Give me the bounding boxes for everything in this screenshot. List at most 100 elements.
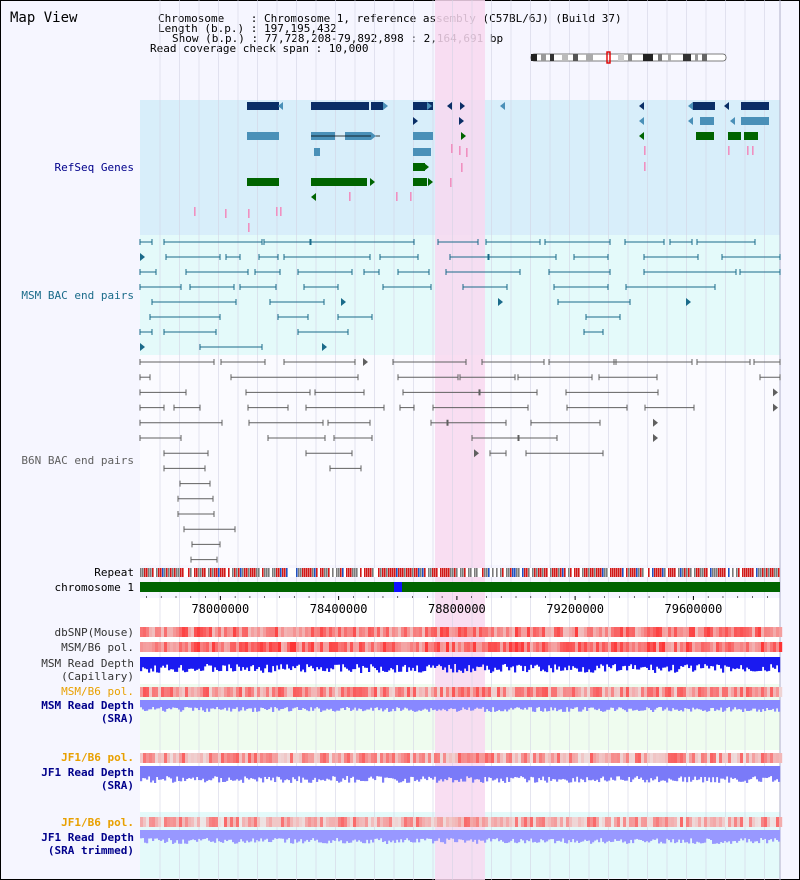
label-msm-depth-sra[interactable]: MSM Read Depth: [41, 699, 134, 712]
polymorphism-cell: [650, 642, 654, 652]
msm-sra-depth-bar: [378, 700, 381, 711]
msm-sra-depth-bar: [264, 700, 267, 710]
jf1-sra-depth-bar: [232, 766, 235, 781]
repeat-element: [182, 568, 184, 577]
polymorphism-cell: [539, 817, 543, 827]
msm-cap-depth-bar: [296, 657, 299, 666]
polymorphism-cell: [764, 687, 768, 697]
polymorphism-cell: [536, 642, 540, 652]
msm-cap-depth-bar: [572, 657, 575, 667]
msm-cap-depth-bar: [592, 657, 595, 673]
jf1-sra-depth-bar: [288, 766, 291, 781]
repeat-element: [298, 568, 300, 577]
label-jf1-b6-pol-2[interactable]: JF1/B6 pol.: [61, 816, 134, 829]
label-refseq-genes[interactable]: RefSeq Genes: [55, 161, 134, 174]
msm-cap-depth-bar: [630, 657, 633, 665]
polymorphism-cell: [146, 687, 150, 697]
jf1-sra-depth-bar: [282, 766, 285, 783]
polymorphism-cell: [620, 753, 624, 763]
polymorphism-cell: [446, 687, 450, 697]
jf1-sra-depth-bar: [718, 766, 721, 783]
polymorphism-cell: [365, 627, 369, 637]
polymorphism-cell: [668, 817, 672, 827]
polymorphism-cell: [314, 642, 318, 652]
label-jf1-depth-trim[interactable]: JF1 Read Depth: [41, 831, 134, 844]
msm-cap-depth-bar: [690, 657, 693, 666]
chromosome-ideogram[interactable]: [530, 51, 727, 64]
label-msm-b6-pol-2[interactable]: MSM/B6 pol.: [61, 685, 134, 698]
msm-cap-depth-bar: [562, 657, 565, 671]
label-jf1-b6-pol[interactable]: JF1/B6 pol.: [61, 751, 134, 764]
polymorphism-cell: [155, 753, 159, 763]
polymorphism-cell: [599, 642, 603, 652]
jf1-trim-depth-bar: [390, 830, 393, 843]
msm-sra-depth-bar: [310, 700, 313, 708]
msm-sra-depth-bar: [520, 700, 523, 710]
polymorphism-cell: [548, 627, 552, 637]
refseq-gene-track[interactable]: [194, 102, 769, 232]
label-msm-bac[interactable]: MSM BAC end pairs: [21, 289, 134, 302]
jf1-sra-depth-bar: [226, 766, 229, 781]
jf1-trim-depth-bar: [508, 830, 511, 843]
polymorphism-cell: [545, 817, 549, 827]
label-jf1-depth-sra[interactable]: JF1 Read Depth: [41, 766, 134, 779]
repeat-element: [152, 568, 154, 577]
polymorphism-cell: [662, 817, 666, 827]
label-b6n-bac[interactable]: B6N BAC end pairs: [21, 454, 134, 467]
msm-sra-depth-bar: [758, 700, 761, 710]
polymorphism-cell: [491, 642, 495, 652]
repeat-element: [258, 568, 260, 577]
label-msm-depth-cap[interactable]: MSM Read Depth: [41, 657, 134, 670]
polymorphism-cell: [623, 753, 627, 763]
jf1-trim-depth-bar: [542, 830, 545, 841]
polymorphism-cell: [602, 642, 606, 652]
msm-sra-depth-bar: [156, 700, 159, 709]
repeat-element: [596, 568, 598, 577]
msm-cap-depth-bar: [238, 657, 241, 667]
b6n-bac-track[interactable]: [139, 358, 781, 563]
msm-cap-depth-bar: [218, 657, 221, 672]
jf1-trim-depth-bar: [712, 830, 715, 844]
ideogram-band: [562, 54, 568, 61]
polymorphism-cell: [713, 627, 717, 637]
polymorphism-cell: [350, 642, 354, 652]
polymorphism-cell: [221, 687, 225, 697]
msm-cap-depth-bar: [558, 657, 561, 667]
label-dbsnp[interactable]: dbSNP(Mouse): [55, 626, 134, 639]
jf1-trim-depth-bar: [580, 830, 583, 842]
jf1-sra-depth-bar: [314, 766, 317, 778]
msm-bac-track[interactable]: [139, 239, 781, 351]
polymorphism-cell: [665, 817, 669, 827]
msm-sra-depth-bar: [258, 700, 261, 712]
polymorphism-cell: [380, 817, 384, 827]
msm-cap-depth-bar: [190, 657, 193, 669]
polymorphism-cell: [434, 817, 438, 827]
msm-sra-depth-bar: [268, 700, 271, 710]
msm-cap-depth-bar: [432, 657, 435, 666]
jf1-sra-depth-bar: [446, 766, 449, 781]
gene-arrow: [424, 163, 429, 171]
polymorphism-cell: [302, 642, 306, 652]
polymorphism-cell: [362, 627, 366, 637]
label-jf1-depth-sra-sub: (SRA): [101, 779, 134, 792]
polymorphism-cell: [494, 817, 498, 827]
jf1-trim-depth-bar: [372, 830, 375, 843]
msm-cap-depth-bar: [246, 657, 249, 668]
polymorphism-cell: [281, 687, 285, 697]
polymorphism-cell: [284, 753, 288, 763]
label-msm-b6-pol[interactable]: MSM/B6 pol.: [61, 641, 134, 654]
msm-cap-depth-bar: [222, 657, 225, 666]
jf1-sra-depth-bar: [320, 766, 323, 781]
gene-feature: [741, 117, 769, 125]
polymorphism-cell: [356, 753, 360, 763]
jf1-trim-depth-bar: [150, 830, 153, 839]
jf1-trim-depth-bar: [184, 830, 187, 844]
msm-sra-depth-bar: [756, 700, 759, 712]
polymorphism-cell: [560, 642, 564, 652]
repeat-element: [356, 568, 358, 577]
jf1-trim-depth-bar: [708, 830, 711, 839]
msm-cap-depth-bar: [618, 657, 621, 671]
chromosome-bar[interactable]: [140, 582, 780, 592]
msm-cap-depth-bar: [720, 657, 723, 669]
